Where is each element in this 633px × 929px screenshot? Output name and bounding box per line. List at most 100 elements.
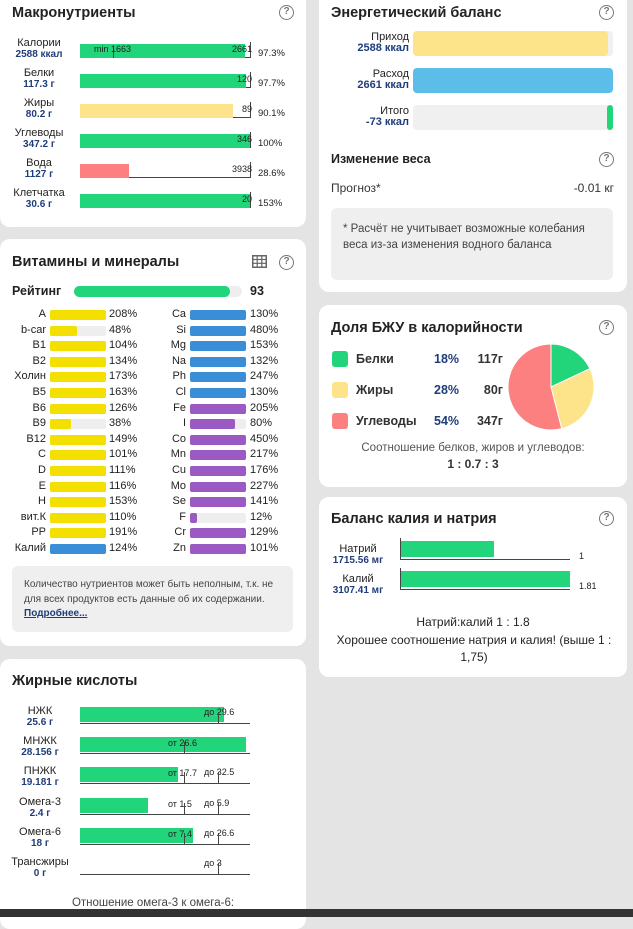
vitamin-percent: 129% [250,526,279,539]
vitamin-percent: 110% [109,510,137,523]
vitamin-bar [50,310,106,320]
kna-comment: Хорошее соотношение натрия и калия! (выш… [336,633,612,664]
vitamin-bar [190,325,246,336]
vitamin-percent: 480% [250,323,279,336]
vitamin-percent: 130% [250,386,279,398]
macro-label: Жиры 80.2 г [4,98,74,121]
vitamin-bar [190,528,246,539]
vitamin-label: B6 [32,401,46,414]
vitamin-percent: 208% [109,308,138,320]
help-icon[interactable]: ? [279,255,294,270]
forecast-label: Прогноз* [331,181,381,195]
rating-label: Рейтинг [12,284,62,298]
bju-ratio-text: Соотношение белков, жиров и углеводов: [361,442,585,454]
fat-min-tick [184,772,185,784]
fat-max: до 5.9 [204,797,230,808]
vitamin-percent: 38% [109,417,132,430]
fat-axis [80,723,250,724]
bju-pie-chart [507,343,595,431]
vitamin-bar [50,388,106,398]
fat-max: до 3 [204,858,222,868]
energy-bar [413,68,613,93]
fat-bar [80,797,149,813]
vitamin-bar [50,372,106,383]
energy-value: 2588 ккал [357,42,409,54]
fat-label: Омега-6 18 г [4,826,76,849]
vitamin-label: C [38,448,46,461]
help-icon[interactable]: ? [599,511,614,526]
bju-percent: 18% [434,352,460,366]
kna-value: 1715.56 мг [332,555,384,566]
vitamin-percent: 134% [109,354,138,367]
macro-min: min 1663 [94,44,132,54]
vitamins-title: Витамины и минералы [12,254,180,270]
vitamin-label: Cr [174,526,186,539]
fat-value: 2.4 г [29,807,51,819]
vitamin-percent: 124% [109,542,138,554]
energy-value: -73 ккал [365,116,409,128]
macro-bar [80,164,129,178]
vitamin-bar [50,403,106,414]
vitamin-percent: 217% [250,448,279,461]
macro-label: Калории 2588 ккал [4,38,74,61]
fat-value: 25.6 г [26,717,54,728]
kna-axis [400,589,570,590]
vitamin-bar [190,497,246,508]
vitamin-percent: 163% [109,386,138,398]
macronutrients-card: Макронутриенты ? Калории 2588 ккал 2661 97.… [0,0,306,227]
vitamin-label: Fe [173,401,186,414]
bju-grams: 80г [483,383,503,397]
vitamin-label: Cu [171,464,186,476]
fat-bar [80,767,178,783]
vitamins-note-box: Количество нутриентов может быть неполны… [12,566,293,632]
macronutrients-title: Макронутриенты [12,5,136,21]
vitamin-percent: 116% [109,479,137,492]
more-link[interactable]: Подробнее... [24,608,88,619]
table-icon[interactable] [252,255,267,268]
fat-value: 18 г [30,837,50,849]
help-icon[interactable]: ? [599,320,614,335]
help-icon[interactable]: ? [599,5,614,20]
fat-min-tick [184,832,185,844]
macro-target: 3938 [231,164,252,174]
vitamin-bar [50,544,106,554]
vitamin-label: Si [176,323,186,336]
vitamins-note-text: Количество нутриентов может быть неполны… [24,579,274,605]
help-icon[interactable]: ? [599,152,614,167]
bju-name: Углеводы [356,414,417,428]
macro-target-tick [250,102,251,118]
vitamin-bar [190,512,197,523]
fat-label: МНЖК 28.156 г [4,736,76,759]
pie-slice [550,368,595,430]
macro-target-tick [250,132,251,148]
vitamin-percent: 12% [250,510,273,523]
fat-max-tick [218,863,219,874]
macro-percent: 97.3% [258,48,285,59]
vitamin-bar [50,450,106,461]
energy-value: 2661 ккал [357,79,409,91]
vitamin-percent: 176% [250,464,279,476]
fat-max-tick [218,712,219,723]
help-icon[interactable]: ? [279,5,294,20]
vitamin-percent: 153% [109,495,138,508]
vitamin-bar [190,388,246,398]
bju-legend-swatch [332,351,348,367]
bju-name: Белки [356,352,394,366]
vitamin-percent: 153% [250,339,279,352]
macro-min-tick [113,48,114,58]
vitamin-bar [50,528,106,539]
vitamin-label: B1 [32,339,46,352]
bju-name: Жиры [356,383,394,397]
kna-ratio: Натрий:калий 1 : 1.8 [416,615,530,629]
macro-value: 117.3 г [23,79,55,90]
fat-max-tick [218,832,219,844]
fat-axis [80,783,250,785]
pie-slice [507,343,563,431]
fat-min: от 1.5 [168,798,192,809]
vitamin-label: A [38,308,46,320]
energy-label: Итого -73 ккал [321,106,409,128]
fat-value: 28.156 г [21,747,59,759]
macro-percent: 90.1% [258,108,285,119]
vitamin-percent: 191% [109,526,138,539]
vitamin-bar [50,466,106,476]
